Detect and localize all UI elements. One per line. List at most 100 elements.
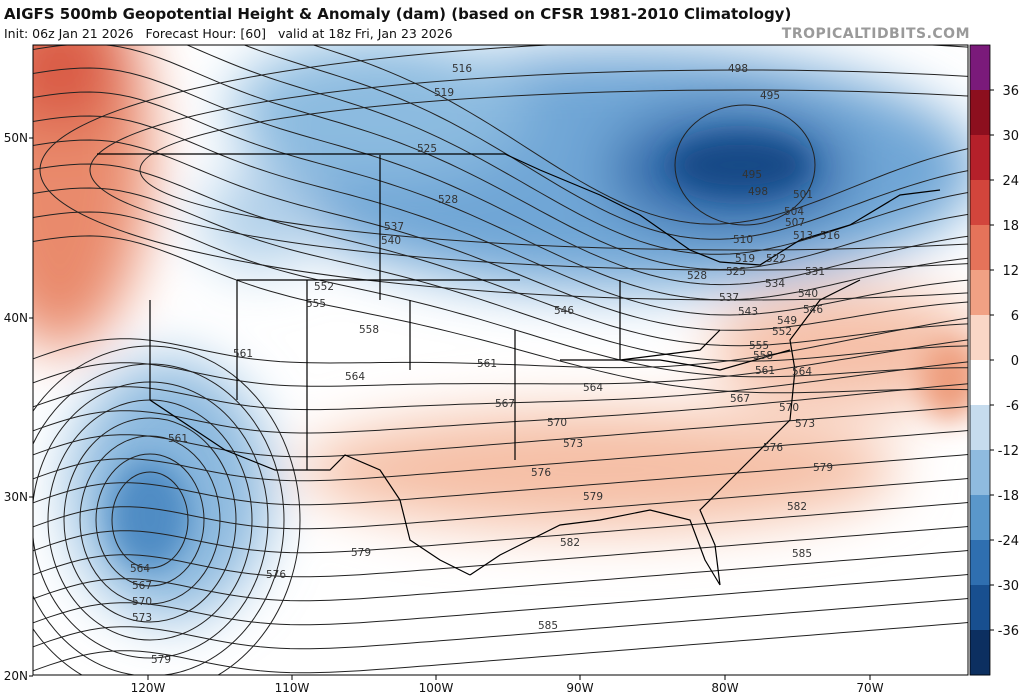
- colorbar-tick-label: -6: [1006, 399, 1019, 414]
- contour-line: [33, 45, 968, 271]
- contour-line: [33, 139, 968, 331]
- contour-line: [33, 406, 968, 458]
- contour-ring: [63, 417, 237, 623]
- colorbar-tick-label: -36: [998, 624, 1019, 639]
- contour-label: 495: [760, 90, 780, 102]
- colorbar-tick-label: -30: [998, 579, 1019, 594]
- colorbar-segment: [970, 405, 990, 451]
- colorbar-segment: [970, 90, 990, 136]
- contour-ring: [39, 45, 968, 301]
- contour-label: 564: [792, 366, 812, 378]
- contour-label: 498: [748, 186, 768, 198]
- contour-label: 573: [132, 612, 152, 624]
- lon-label: 100W: [419, 681, 454, 695]
- colorbar-segment: [970, 495, 990, 541]
- colorbar: 36 30 24 18 12 6 0 -6 -12 -18 -24 -30 -36: [969, 44, 1019, 676]
- contour-label: 531: [805, 266, 825, 278]
- contour-label: 501: [793, 189, 813, 201]
- colorbar-segment: [970, 225, 990, 271]
- contour-label: 573: [795, 418, 815, 430]
- contour-label: 567: [730, 393, 750, 405]
- colorbar-tick-label: -18: [998, 489, 1019, 504]
- contour-line: [33, 574, 968, 626]
- contour-label: 558: [359, 324, 379, 336]
- contour-label: 564: [130, 563, 150, 575]
- contour-label: 561: [755, 365, 775, 377]
- colorbar-segment: [970, 540, 990, 586]
- colorbar-segment: [970, 450, 990, 496]
- lat-label: 20N: [4, 669, 28, 683]
- lon-label: 90W: [566, 681, 593, 695]
- contour-label: 579: [583, 491, 603, 503]
- contour-ring: [95, 453, 205, 587]
- colorbar-segment: [970, 630, 990, 676]
- contour-label: 522: [766, 253, 786, 265]
- contour-line: [33, 454, 968, 506]
- contour-label: 585: [792, 548, 812, 560]
- contour-ring: [139, 89, 968, 251]
- contour-ring: [89, 69, 968, 271]
- contour-label: 567: [495, 398, 515, 410]
- contour-label: 516: [820, 230, 840, 242]
- colorbar-segment: [970, 135, 990, 181]
- contour-label: 576: [266, 569, 286, 581]
- contour-label: 528: [687, 270, 707, 282]
- contour-label: 534: [765, 278, 785, 290]
- colorbar-tick-label: 12: [1002, 264, 1019, 279]
- contour-label: 561: [233, 348, 253, 360]
- contour-label: 510: [733, 234, 753, 246]
- contour-label: 564: [345, 371, 365, 383]
- lat-label: 30N: [4, 490, 28, 504]
- lon-label: 80W: [711, 681, 738, 695]
- contour-label: 558: [753, 350, 773, 362]
- contour-label: 519: [735, 253, 755, 265]
- contour-label: 537: [719, 292, 739, 304]
- contour-label: 528: [438, 194, 458, 206]
- contour-label: 576: [763, 442, 783, 454]
- contour-label: 573: [563, 438, 583, 450]
- colorbar-tick-label: 36: [1002, 84, 1019, 99]
- lon-label: 70W: [856, 681, 883, 695]
- contour-label: 495: [742, 169, 762, 181]
- map-frame: [32, 44, 969, 676]
- colorbar-tick-label: 24: [1002, 174, 1019, 189]
- contour-ring: [79, 435, 221, 605]
- contour-ring: [111, 471, 189, 569]
- contour-label: 570: [547, 417, 567, 429]
- contour-line: [33, 383, 968, 434]
- contour-line: [33, 115, 968, 316]
- contour-label: 504: [784, 206, 804, 218]
- borders: [97, 153, 941, 586]
- contour-label: 543: [738, 306, 758, 318]
- contour-line: [33, 211, 968, 378]
- axis-labels: 50N 40N 30N 20N 120W 110W 100W 90W 80W 70W: [4, 131, 884, 695]
- contour-label: 579: [813, 462, 833, 474]
- contour-label: 585: [538, 620, 558, 632]
- contour-label: 507: [785, 217, 805, 229]
- contour-label: 561: [168, 433, 188, 445]
- contour-label: 498: [728, 63, 748, 75]
- contour-label: 570: [132, 596, 152, 608]
- contour-label: 537: [384, 221, 404, 233]
- contour-label: 525: [726, 266, 746, 278]
- contour-label: 555: [749, 340, 769, 352]
- contour-line: [243, 45, 968, 240]
- contour-line: [33, 91, 968, 301]
- contour-label: 540: [381, 235, 401, 247]
- contour-ring: [674, 104, 816, 226]
- contour-label: 561: [477, 358, 497, 370]
- colorbar-segment: [970, 315, 990, 361]
- contour-label: 582: [787, 501, 807, 513]
- contour-line: [33, 430, 968, 482]
- contour-label: 552: [772, 326, 792, 338]
- contour-line: [312, 45, 968, 225]
- contour-label: 579: [351, 547, 371, 559]
- colorbar-segment: [970, 180, 990, 226]
- colorbar-tick-label: -24: [998, 534, 1019, 549]
- contour-line: [33, 550, 968, 602]
- contour-label: 513: [793, 230, 813, 242]
- colorbar-segment: [970, 585, 990, 631]
- contour-line: [33, 187, 968, 362]
